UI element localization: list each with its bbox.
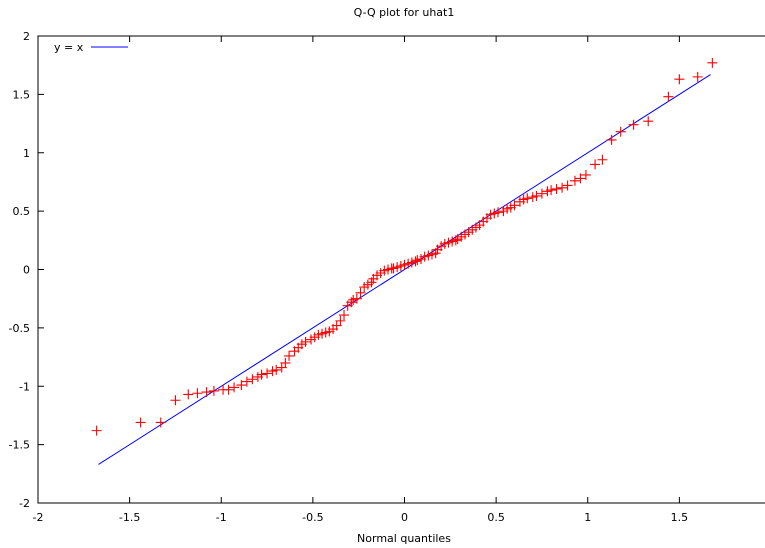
y-tick-label: -2	[19, 497, 30, 510]
data-point	[335, 315, 346, 326]
data-point	[569, 175, 580, 186]
axis-ticks: -2 -1.5 -1 -0.5 0 0.5 1 1.5 -2 -1.5 -1 -0.5 0 0.5 1 1.5…	[9, 30, 689, 524]
data-point	[707, 57, 718, 68]
x-tick-label: 1.5	[671, 511, 689, 524]
data-point	[339, 310, 350, 321]
data-point	[606, 134, 617, 145]
data-point	[229, 382, 240, 393]
legend-label: y = x	[54, 41, 84, 54]
data-point	[546, 185, 557, 196]
data-point	[580, 169, 591, 180]
data-point	[562, 180, 573, 191]
data-point	[410, 256, 421, 267]
data-point	[674, 74, 685, 85]
data-point	[241, 376, 252, 387]
data-point	[492, 207, 503, 218]
data-point	[351, 293, 362, 304]
data-point	[223, 384, 234, 395]
data-point	[522, 193, 533, 204]
y-tick-label: 1	[23, 147, 30, 160]
data-point	[183, 389, 194, 400]
y-tick-label: -0.5	[9, 322, 30, 335]
chart-title: Q-Q plot for uhat1	[354, 6, 455, 19]
data-point	[247, 374, 258, 385]
data-point	[135, 417, 146, 428]
data-point	[643, 116, 654, 127]
data-point	[256, 369, 267, 380]
data-point	[551, 183, 562, 194]
data-point	[170, 395, 181, 406]
data-point	[262, 368, 273, 379]
y-tick-label: -1.5	[9, 439, 30, 452]
data-point	[663, 91, 674, 102]
x-tick-label: -2	[33, 511, 44, 524]
data-point	[271, 364, 282, 375]
data-point	[201, 387, 212, 398]
y-tick-label: 1.5	[13, 88, 31, 101]
x-tick-label: 0	[401, 511, 408, 524]
data-point	[208, 385, 219, 396]
data-point	[692, 71, 703, 82]
x-tick-label: -1.5	[119, 511, 140, 524]
data-point	[346, 297, 357, 308]
data-point	[590, 159, 601, 170]
data-point	[91, 425, 102, 436]
x-tick-label: 1	[584, 511, 591, 524]
data-point	[280, 357, 291, 368]
data-points	[91, 57, 718, 436]
data-point	[557, 182, 568, 193]
data-point	[284, 350, 295, 361]
data-point	[450, 235, 461, 246]
data-point	[531, 190, 542, 201]
x-tick-label: -1	[216, 511, 227, 524]
data-point	[628, 119, 639, 130]
x-axis-label: Normal quantiles	[357, 532, 451, 545]
data-point	[355, 287, 366, 298]
data-point	[192, 388, 203, 399]
x-tick-label: 0.5	[487, 511, 505, 524]
data-point	[236, 380, 247, 391]
data-point	[575, 173, 586, 184]
y-tick-label: -1	[19, 380, 30, 393]
data-point	[155, 417, 166, 428]
y-tick-label: 2	[23, 30, 30, 43]
data-point	[300, 336, 311, 347]
data-point	[509, 200, 520, 211]
data-point	[597, 154, 608, 165]
data-point	[536, 188, 547, 199]
data-point	[615, 126, 626, 137]
y-tick-label: 0	[23, 264, 30, 277]
y-tick-label: 0.5	[13, 205, 31, 218]
legend: y = x	[54, 41, 128, 54]
x-tick-label: -0.5	[302, 511, 323, 524]
